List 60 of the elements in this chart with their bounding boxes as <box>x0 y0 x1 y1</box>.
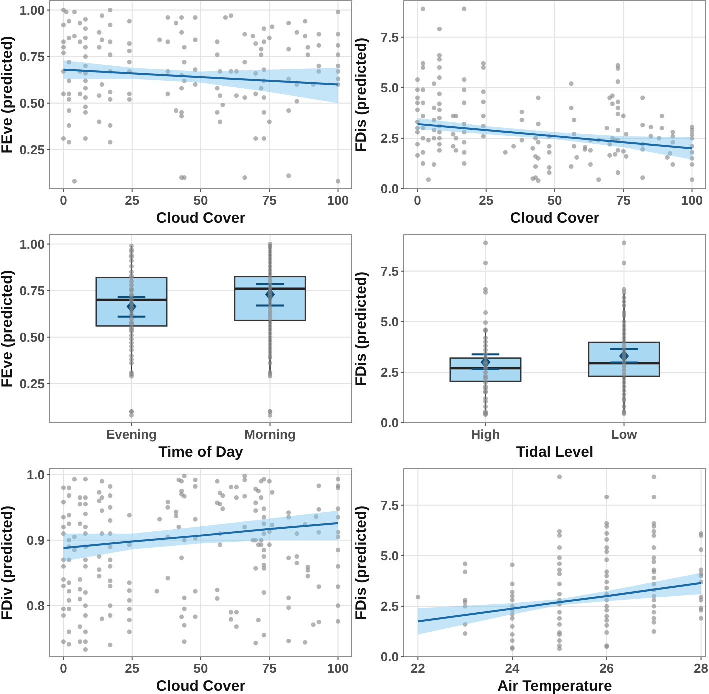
x-tick-label: Morning <box>244 427 296 442</box>
y-tick-label: 0.50 <box>20 96 45 111</box>
y-tick-label: 0.75 <box>20 49 45 64</box>
line-series <box>62 68 340 86</box>
x-axis-title: Cloud Cover <box>156 210 246 227</box>
x-tick-label: 75 <box>262 661 277 676</box>
x-tick-label: Low <box>611 427 638 442</box>
y-axis-title: FDis (predicted) <box>353 506 370 620</box>
y-tick-label: 7.5 <box>380 30 399 45</box>
y-tick-label: 0.9 <box>26 532 45 548</box>
x-tick-label: 100 <box>327 193 350 208</box>
x-tick-label: 24 <box>505 661 521 676</box>
x-tick-label: 50 <box>194 193 208 208</box>
y-tick-label: 1.00 <box>20 2 45 18</box>
x-tick-label: 75 <box>616 193 631 208</box>
y-tick-label: 1.0 <box>26 467 45 482</box>
x-tick-label: 50 <box>194 661 208 676</box>
x-axis-title: Tidal Level <box>516 444 594 461</box>
line-series <box>62 522 340 550</box>
x-tick-label: 28 <box>694 661 709 676</box>
y-tick-label: 0.25 <box>20 376 45 392</box>
y-axis-title: FDis (predicted) <box>353 272 370 386</box>
y-tick-label: 0.0 <box>380 182 399 196</box>
y-axis-title: FDiv (predicted) <box>0 506 16 620</box>
y-axis-title: FDis (predicted) <box>353 38 370 152</box>
y-tick-label: 7.5 <box>380 264 399 279</box>
x-tick-label: 0 <box>414 193 422 208</box>
x-tick-label: 25 <box>125 661 140 676</box>
x-tick-label: 22 <box>410 661 426 676</box>
y-tick-label: 1.00 <box>20 236 45 252</box>
y-tick-label: 5.0 <box>380 314 399 330</box>
x-tick-label: 75 <box>262 193 277 208</box>
y-tick-label: 0.75 <box>20 283 45 298</box>
y-tick-label: 0.25 <box>20 142 45 158</box>
x-axis-title: Time of Day <box>158 444 244 461</box>
y-tick-label: 2.5 <box>380 364 399 380</box>
x-axis-title: Air Temperature <box>498 678 612 694</box>
x-tick-label: 50 <box>548 193 562 208</box>
x-tick-label: 100 <box>681 193 704 208</box>
x-tick-label: 0 <box>60 661 68 676</box>
y-tick-label: 0.0 <box>380 650 399 664</box>
y-tick-label: 7.5 <box>380 498 399 513</box>
x-tick-label: High <box>471 427 500 442</box>
x-tick-label: 0 <box>60 193 68 208</box>
y-tick-label: 0.0 <box>380 416 399 430</box>
y-tick-label: 5.0 <box>380 80 399 96</box>
x-axis-title: Cloud Cover <box>510 210 600 227</box>
y-tick-label: 2.5 <box>380 598 399 614</box>
y-tick-label: 5.0 <box>380 548 399 564</box>
y-axis-title: FEve (predicted) <box>0 270 16 388</box>
x-tick-label: 25 <box>479 193 494 208</box>
x-tick-label: Evening <box>106 427 158 442</box>
y-axis-title: FEve (predicted) <box>0 36 16 154</box>
x-tick-label: 25 <box>125 193 140 208</box>
x-tick-label: 26 <box>600 661 614 676</box>
x-axis-title: Cloud Cover <box>156 678 246 694</box>
x-tick-label: 100 <box>327 661 350 676</box>
y-tick-label: 0.8 <box>26 598 45 614</box>
y-tick-label: 0.50 <box>20 330 45 345</box>
y-tick-label: 2.5 <box>380 130 399 146</box>
